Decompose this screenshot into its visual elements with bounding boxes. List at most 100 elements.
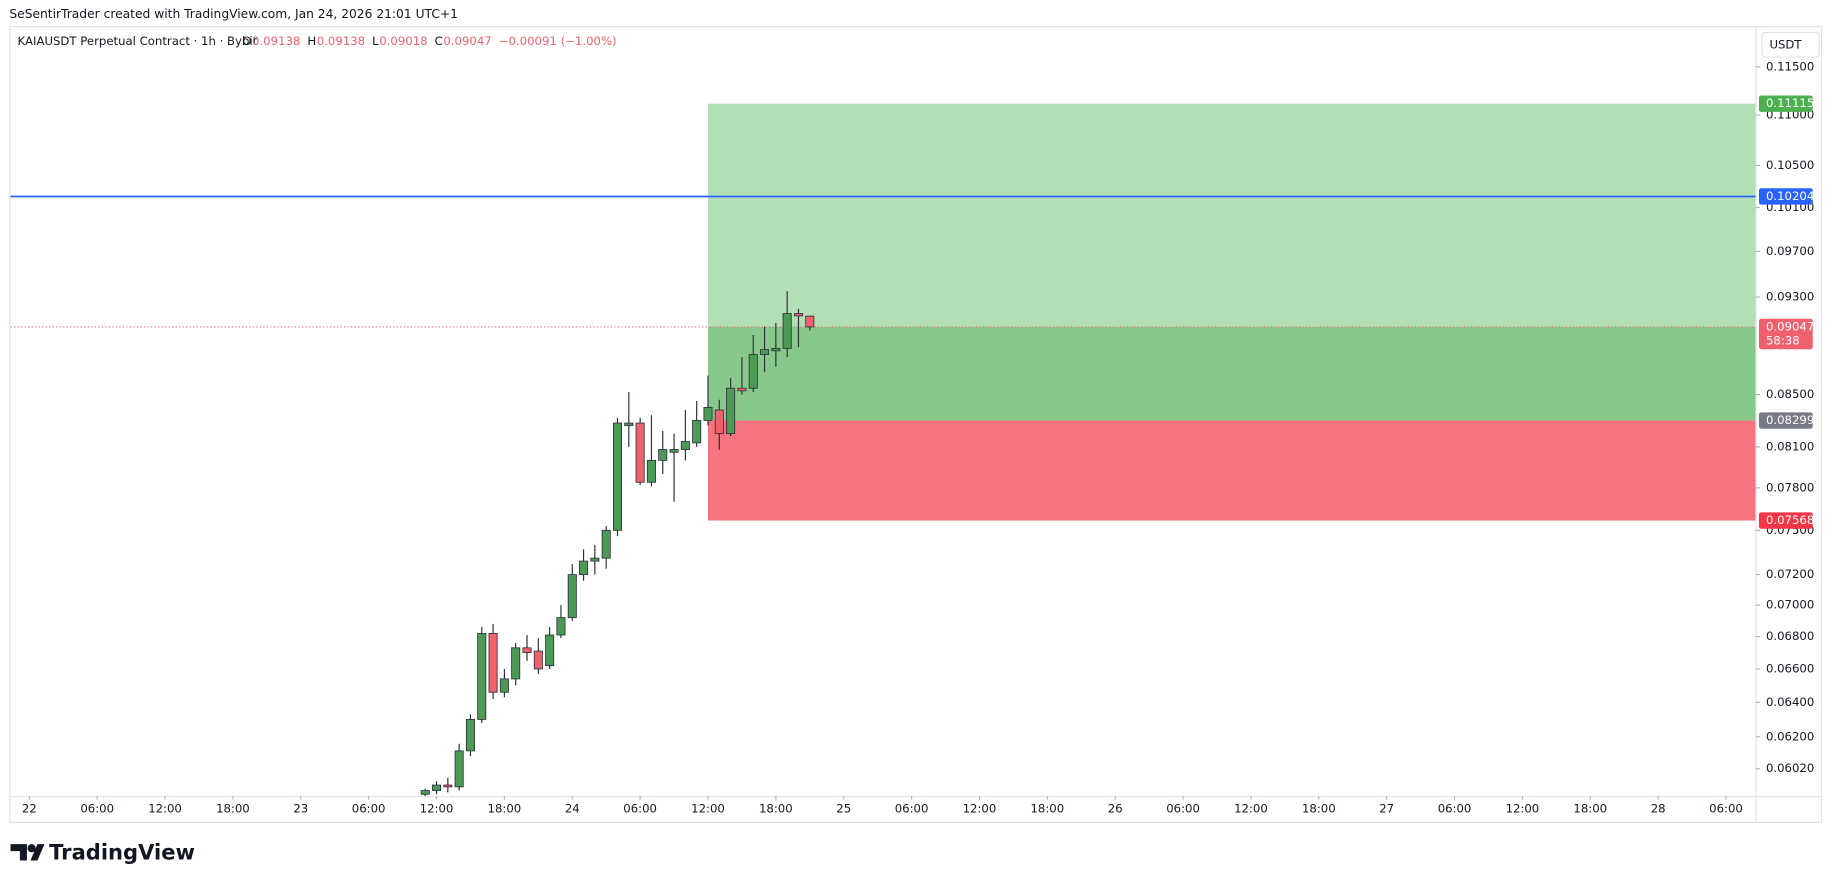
x-tick-label: 06:00 xyxy=(895,801,929,815)
logo-text: TradingView xyxy=(49,839,195,864)
candle-body xyxy=(601,529,611,559)
legend: KAIAUSDT Perpetual Contract · 1h · Bybit… xyxy=(18,34,617,48)
y-tick-label: 0.06600 xyxy=(1766,661,1814,675)
x-tick-label: 06:00 xyxy=(1166,801,1200,815)
candle-body xyxy=(737,387,747,392)
x-tick-label: 12:00 xyxy=(691,801,725,815)
currency[interactable]: USDT xyxy=(1769,37,1802,51)
candle-body xyxy=(635,422,645,483)
y-tick-label: 0.09700 xyxy=(1766,244,1814,258)
y-tick-label: 0.07800 xyxy=(1766,480,1814,494)
candle-body xyxy=(646,459,656,483)
x-tick-label: 12:00 xyxy=(148,801,182,815)
candle-body xyxy=(488,633,498,693)
candle-body xyxy=(499,678,509,693)
candle-body xyxy=(432,784,442,791)
y-tick-label: 0.09300 xyxy=(1766,290,1814,304)
x-tick-label: 18:00 xyxy=(216,801,250,815)
last-price-label: 0.09047 xyxy=(1766,319,1814,333)
target-label-box xyxy=(1758,95,1813,112)
candle-body xyxy=(726,387,736,434)
y-tick-label: 0.07200 xyxy=(1766,567,1814,581)
candle-body xyxy=(590,557,600,562)
x-tick-label: 27 xyxy=(1379,801,1394,815)
y-tick-label: 0.08500 xyxy=(1766,387,1814,401)
x-tick-label: 12:00 xyxy=(420,801,454,815)
candle-body xyxy=(805,315,815,328)
candle-body xyxy=(782,313,792,349)
x-tick-label: 12:00 xyxy=(1506,801,1540,815)
currency-button[interactable] xyxy=(1761,31,1820,58)
x-tick-label: 18:00 xyxy=(759,801,793,815)
entry-label-box xyxy=(1758,412,1813,429)
x-tick-label: 12:00 xyxy=(1234,801,1268,815)
candle-body xyxy=(465,719,475,752)
y-tick-label: 0.06020 xyxy=(1766,761,1814,775)
countdown: 58:38 xyxy=(1766,334,1800,348)
ohlc-label: L xyxy=(372,34,379,48)
x-tick-label: 18:00 xyxy=(1030,801,1064,815)
target-label: 0.11115 xyxy=(1766,96,1814,110)
x-tick-label: 18:00 xyxy=(488,801,522,815)
candle-body xyxy=(658,449,668,461)
x-tick-label: 18:00 xyxy=(1573,801,1607,815)
y-tick-label: 0.06200 xyxy=(1766,729,1814,743)
candle-body xyxy=(703,407,713,421)
x-tick-label: 24 xyxy=(565,801,580,815)
stop-label-box xyxy=(1758,512,1813,529)
y-tick-label: 0.06400 xyxy=(1766,695,1814,709)
candle-body xyxy=(714,409,724,434)
ohlc-value: 0.09138 xyxy=(252,34,300,48)
header: SeSentirTrader created with TradingView.… xyxy=(9,7,458,21)
x-tick-label: 18:00 xyxy=(1302,801,1336,815)
candle-body xyxy=(533,650,543,670)
change: −0.00091 (−1.00%) xyxy=(499,34,617,48)
candle-body xyxy=(567,574,577,619)
x-tick-label: 12:00 xyxy=(963,801,997,815)
ohlc-value: 0.09018 xyxy=(379,34,427,48)
ohlc-label: C xyxy=(435,34,443,48)
candle-body xyxy=(511,647,521,680)
x-tick-label: 06:00 xyxy=(80,801,114,815)
candle-body xyxy=(579,560,589,576)
stop-label: 0.07568 xyxy=(1766,513,1814,527)
entry-label: 0.08299 xyxy=(1766,413,1814,427)
candle-body xyxy=(771,347,781,352)
candle-body xyxy=(454,750,464,788)
candle-body xyxy=(612,422,623,531)
x-tick-label: 06:00 xyxy=(1709,801,1743,815)
x-tick-label: 06:00 xyxy=(623,801,657,815)
y-tick-label: 0.06800 xyxy=(1766,629,1814,643)
candle-body xyxy=(669,449,679,453)
candle-body xyxy=(545,634,555,667)
ohlc-label: H xyxy=(307,34,316,48)
plot-area xyxy=(10,103,1756,797)
candle-body xyxy=(477,633,487,720)
ohlc-value: 0.09047 xyxy=(443,34,491,48)
candle-body xyxy=(760,349,770,355)
y-tick-label: 0.10500 xyxy=(1766,158,1814,172)
x-tick-label: 06:00 xyxy=(1438,801,1472,815)
candle-body xyxy=(420,790,430,795)
y-tick-label: 0.11500 xyxy=(1766,59,1814,73)
y-tick-label: 0.08100 xyxy=(1766,439,1814,453)
loss-zone xyxy=(707,420,1756,521)
candle-body xyxy=(692,420,702,444)
ohlc-label: O xyxy=(242,34,251,48)
profit-filled xyxy=(707,326,1756,421)
x-tick-label: 06:00 xyxy=(352,801,386,815)
logo-icon xyxy=(10,844,45,861)
x-tick-label: 28 xyxy=(1651,801,1666,815)
y-tick-label: 0.07000 xyxy=(1766,598,1814,612)
candle-body xyxy=(443,784,453,788)
ohlc-value: 0.09138 xyxy=(317,34,365,48)
last-price-box xyxy=(1758,318,1813,350)
symbol: KAIAUSDT Perpetual Contract · 1h · Bybit xyxy=(18,34,258,48)
candle-body xyxy=(793,313,803,317)
x-tick-label: 26 xyxy=(1108,801,1123,815)
frame xyxy=(9,26,1823,824)
x-tick-label: 23 xyxy=(293,801,308,815)
candle-body xyxy=(522,647,532,654)
x-tick-label: 22 xyxy=(22,801,37,815)
hline-label-box xyxy=(1758,188,1813,205)
